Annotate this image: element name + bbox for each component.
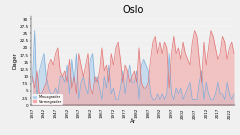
Y-axis label: Dager: Dager — [13, 52, 18, 69]
X-axis label: År: År — [130, 119, 136, 124]
Title: Oslo: Oslo — [122, 5, 144, 15]
Legend: Minusgrader, Varmegrader: Minusgrader, Varmegrader — [32, 94, 63, 105]
